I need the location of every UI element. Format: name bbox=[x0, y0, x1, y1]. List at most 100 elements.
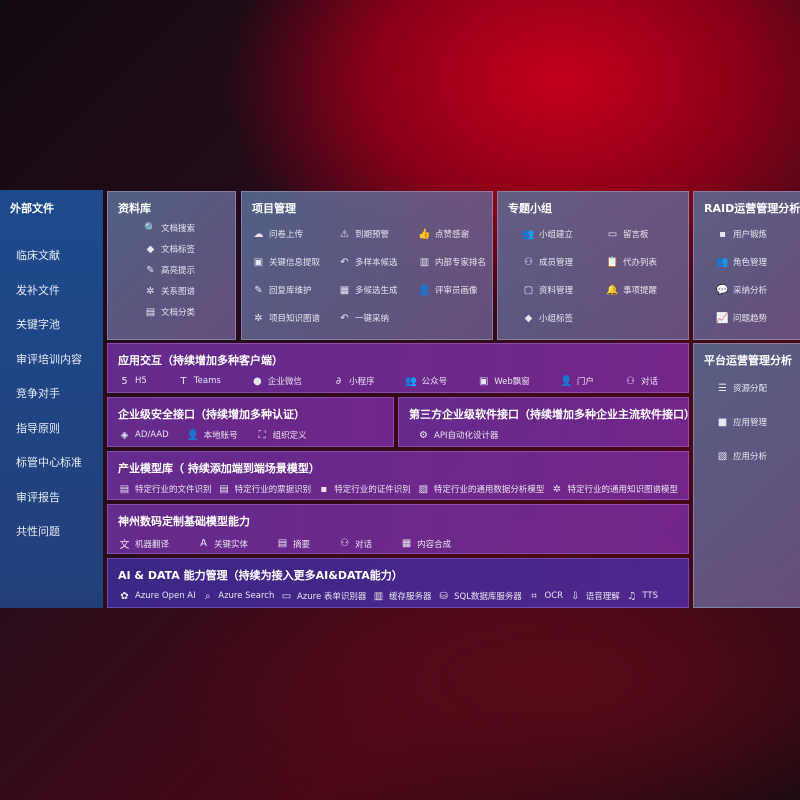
clipboard-icon: 📋 bbox=[606, 256, 619, 268]
group-item[interactable]: 👥 小组建立 bbox=[522, 228, 606, 241]
interaction-item[interactable]: 5 H5 bbox=[118, 375, 147, 387]
raid-item[interactable]: 📈 问题趋势 bbox=[716, 312, 792, 325]
aidata-item[interactable]: ⌗ OCR bbox=[528, 590, 563, 602]
miniprogram-icon: ∂ bbox=[335, 375, 342, 387]
raid-item[interactable]: 💬 采纳分析 bbox=[716, 284, 792, 297]
library-item[interactable]: ◆ 文档标签 bbox=[144, 243, 225, 256]
interaction-item[interactable]: ⚇ 对话 bbox=[624, 375, 658, 388]
aidata-item[interactable]: ⇩ 语音理解 bbox=[569, 590, 620, 603]
group-item[interactable]: 📋 代办列表 bbox=[606, 256, 686, 269]
industry-item[interactable]: ▤ 特定行业的文件识别 bbox=[118, 483, 212, 496]
project-panel: 项目管理 ☁ 问卷上传 ⚠ 到期预警 👍 点赞感谢 ▣ 关键信息提取 ↶ 多样本候选 ▥ 内部专家排名… bbox=[241, 191, 493, 340]
bell-icon: 🔔 bbox=[606, 284, 619, 296]
interaction-item[interactable]: T Teams bbox=[177, 375, 220, 387]
raid-item[interactable]: ▪ 用户锻炼 bbox=[716, 228, 792, 241]
group-item-label: 小组建立 bbox=[539, 230, 574, 240]
group-item-label: 留言板 bbox=[623, 230, 649, 240]
base-item[interactable]: A 关键实体 bbox=[197, 536, 248, 551]
aidata-item[interactable]: ⌕ Azure Search bbox=[201, 590, 274, 602]
window-icon: ▣ bbox=[479, 375, 489, 387]
industry-item[interactable]: ▨ 特定行业的通用数据分析模型 bbox=[417, 483, 545, 496]
aidata-item[interactable]: ▭ Azure 表单识别器 bbox=[280, 590, 367, 603]
document-icon: ▤ bbox=[277, 538, 288, 549]
sidebar-item[interactable]: 指导原则 bbox=[16, 421, 60, 435]
project-item[interactable]: 👤 评审员画像 bbox=[418, 284, 498, 297]
thirdparty-panel: 第三方企业级软件接口（持续增加多种企业主流软件接口） ⚙ API自动化设计器 bbox=[398, 397, 695, 447]
project-item[interactable]: ▣ 关键信息提取 bbox=[252, 256, 338, 269]
base-item[interactable]: ▦ 内容合成 bbox=[400, 536, 451, 551]
project-item-label: 到期预警 bbox=[355, 230, 390, 240]
interaction-item[interactable]: 👥 公众号 bbox=[404, 375, 447, 388]
aidata-item[interactable]: ⛁ SQL数据库服务器 bbox=[437, 590, 522, 603]
industry-item-label: 特定行业的文件识别 bbox=[135, 485, 212, 495]
project-item[interactable]: 👍 点赞感谢 bbox=[418, 228, 498, 241]
graph-icon: ✲ bbox=[254, 312, 263, 324]
library-item[interactable]: ▤ 文档分类 bbox=[144, 306, 225, 319]
interaction-item[interactable]: 👤 门户 bbox=[560, 375, 594, 388]
interaction-item[interactable]: ▣ Web飘窗 bbox=[477, 375, 530, 388]
project-item[interactable]: ⚠ 到期预警 bbox=[338, 228, 418, 241]
project-item-label: 多样本候选 bbox=[355, 258, 398, 268]
project-item-label: 评审员画像 bbox=[435, 286, 478, 296]
group-item[interactable]: ▢ 资料管理 bbox=[522, 284, 606, 297]
sidebar-item[interactable]: 发补文件 bbox=[16, 283, 60, 297]
base-item[interactable]: ▤ 摘要 bbox=[276, 536, 310, 551]
users-icon: 👥 bbox=[404, 375, 418, 387]
sidebar-item[interactable]: 共性问题 bbox=[16, 525, 60, 539]
sidebar-item[interactable]: 审评培训内容 bbox=[16, 352, 82, 366]
industry-item[interactable]: ▪ 特定行业的证件识别 bbox=[317, 483, 410, 496]
platform-panel: 平台运营管理分析 ☰ 资源分配 ■ 应用管理 ▧ 应用分析 bbox=[693, 343, 800, 608]
sidebar-item[interactable]: 审评报告 bbox=[16, 490, 60, 504]
qa-icon: 💬 bbox=[716, 284, 729, 296]
security-item[interactable]: ⛶ 组织定义 bbox=[256, 429, 307, 442]
platform-item[interactable]: ☰ 资源分配 bbox=[716, 382, 792, 395]
project-item[interactable]: ↶ 多样本候选 bbox=[338, 256, 418, 269]
project-item[interactable]: ↶ 一键采纳 bbox=[338, 312, 418, 325]
pen-icon: ✎ bbox=[146, 264, 155, 276]
sidebar-item[interactable]: 关键字池 bbox=[16, 318, 60, 332]
platform-item[interactable]: ■ 应用管理 bbox=[716, 416, 792, 429]
base-item[interactable]: 文机器翻译 bbox=[118, 536, 170, 552]
project-item[interactable]: ✲ 项目知识图谱 bbox=[252, 312, 338, 325]
library-item[interactable]: 🔍 文档搜索 bbox=[144, 222, 225, 235]
group-item[interactable]: ▭ 留言板 bbox=[606, 228, 686, 241]
project-item[interactable]: ▦ 多候选生成 bbox=[338, 284, 418, 297]
thirdparty-item[interactable]: ⚙ API自动化设计器 bbox=[417, 429, 498, 442]
chat-icon: ⚇ bbox=[340, 538, 350, 549]
group-item[interactable]: 🔔 事项提醒 bbox=[606, 284, 686, 297]
project-item[interactable]: ▥ 内部专家排名 bbox=[418, 256, 498, 269]
users-icon: 👥 bbox=[522, 228, 535, 240]
library-item[interactable]: ✲ 关系图谱 bbox=[144, 285, 225, 298]
industry-item-label: 特定行业的通用知识图谱模型 bbox=[567, 485, 678, 495]
interaction-item[interactable]: ● 企业微信 bbox=[251, 375, 302, 388]
base-title: 神州数码定制基础模型能力 bbox=[118, 515, 250, 528]
library-item-label: 文档搜索 bbox=[161, 224, 196, 234]
security-item[interactable]: ◈ AD/AAD bbox=[118, 429, 169, 441]
form-icon: ▭ bbox=[281, 590, 292, 602]
raid-item-label: 用户锻炼 bbox=[733, 230, 768, 240]
library-item[interactable]: ✎ 高亮提示 bbox=[144, 264, 225, 277]
library-item-label: 文档分类 bbox=[161, 308, 196, 318]
base-item[interactable]: ⚇ 对话 bbox=[338, 536, 372, 551]
library-title: 资料库 bbox=[118, 202, 151, 215]
security-item[interactable]: 👤 本地账号 bbox=[187, 429, 238, 442]
sidebar-item[interactable]: 竞争对手 bbox=[16, 387, 60, 401]
platform-item[interactable]: ▧ 应用分析 bbox=[716, 450, 792, 463]
library-item-label: 高亮提示 bbox=[161, 266, 196, 276]
sidebar-item[interactable]: 临床文献 bbox=[16, 249, 60, 263]
industry-item[interactable]: ▤ 特定行业的票据识别 bbox=[218, 483, 311, 496]
industry-item[interactable]: ✲ 特定行业的通用知识图谱模型 bbox=[550, 483, 678, 496]
project-item[interactable]: ✎ 回复库维护 bbox=[252, 284, 338, 297]
interaction-item[interactable]: ∂ 小程序 bbox=[332, 375, 375, 388]
security-item-label: AD/AAD bbox=[135, 430, 169, 440]
aidata-item[interactable]: ♫ TTS bbox=[625, 590, 658, 602]
project-item[interactable]: ☁ 问卷上传 bbox=[252, 228, 338, 241]
raid-item[interactable]: 👥 角色管理 bbox=[716, 256, 792, 269]
document-icon: ▤ bbox=[145, 306, 156, 318]
group-item[interactable]: ⚇ 成员管理 bbox=[522, 256, 606, 269]
aidata-item[interactable]: ▥ 缓存服务器 bbox=[372, 590, 432, 603]
sidebar-item[interactable]: 标管中心标准 bbox=[16, 456, 82, 470]
group-item[interactable]: ◆ 小组标签 bbox=[522, 312, 606, 325]
aidata-item[interactable]: ✿ Azure Open AI bbox=[118, 590, 195, 602]
file-search-icon: 🔍 bbox=[144, 222, 157, 234]
